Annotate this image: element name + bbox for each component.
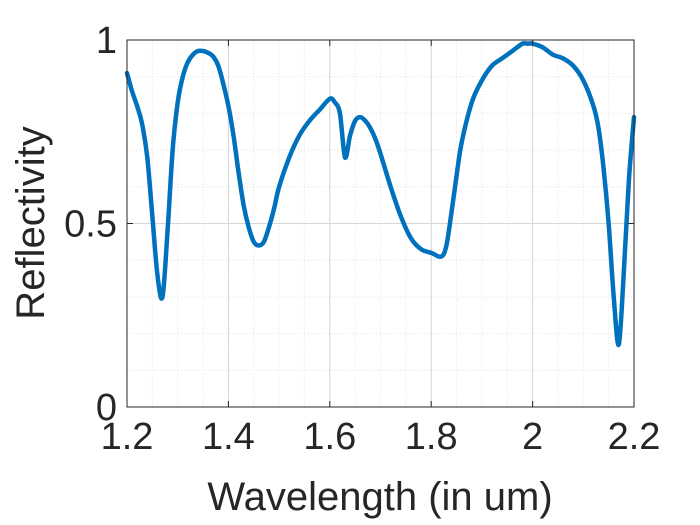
x-tick-label: 1.4: [202, 416, 255, 458]
series-group: [124, 40, 637, 347]
x-tick-label: 2: [522, 416, 543, 458]
y-tick-label: 1: [96, 20, 117, 62]
x-tick-label: 2.2: [608, 416, 661, 458]
x-tick-label: 1.2: [101, 416, 154, 458]
x-axis-label: Wavelength (in um): [207, 475, 552, 519]
y-axis-label: Reflectivity: [9, 126, 53, 319]
reflectivity-series-line: [124, 40, 637, 347]
y-tick-label: 0.5: [64, 204, 117, 246]
y-tick-label: 0: [96, 387, 117, 429]
axis-ticks: 1.2 1.4 1.6 1.8 2 2.2 0 0.5 1: [64, 20, 660, 458]
x-tick-label: 1.8: [405, 416, 458, 458]
x-tick-label: 1.6: [303, 416, 356, 458]
